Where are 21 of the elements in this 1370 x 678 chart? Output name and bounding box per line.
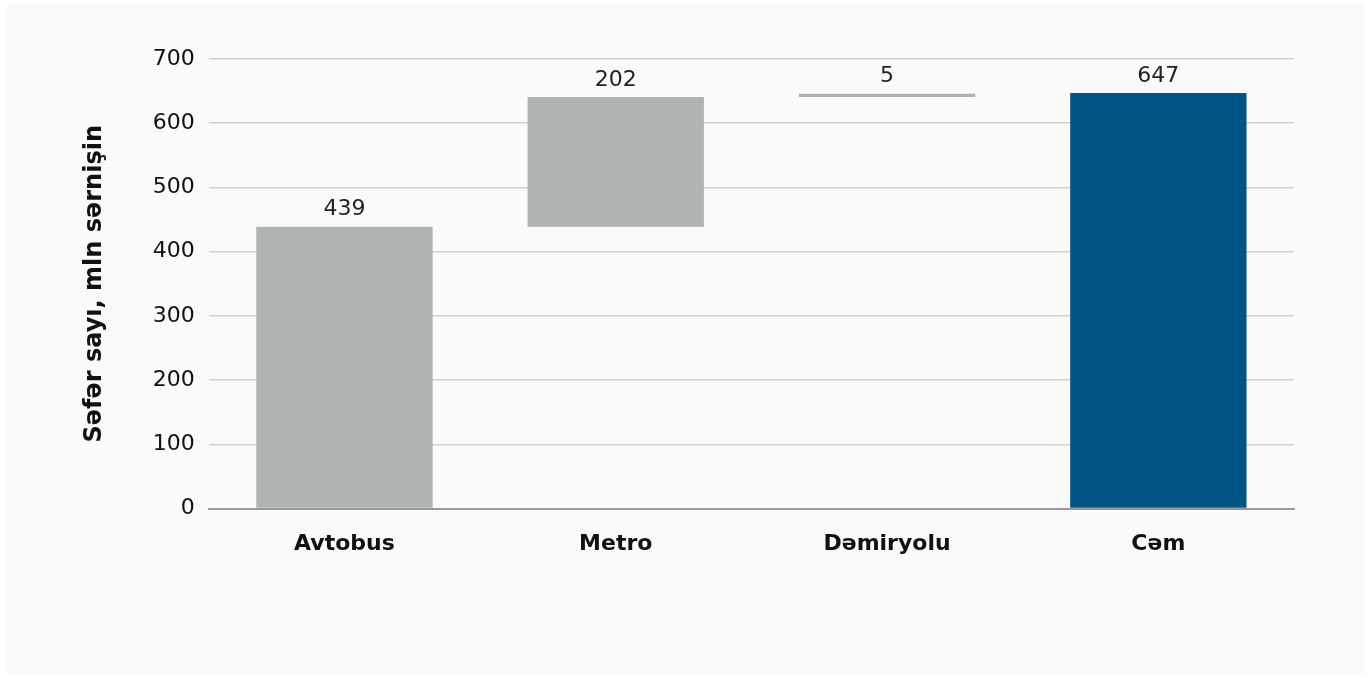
bar bbox=[527, 96, 704, 227]
y-tick-label: 100 bbox=[152, 430, 195, 456]
bar bbox=[1070, 93, 1247, 508]
data-label: 439 bbox=[323, 195, 366, 221]
y-axis-title: Səfər sayı, mln sərnişin bbox=[78, 125, 107, 443]
data-label: 5 bbox=[880, 62, 895, 88]
bar bbox=[256, 226, 433, 508]
x-tick-label: Dəmiryolu bbox=[823, 529, 951, 555]
y-tick-label: 700 bbox=[152, 44, 195, 70]
y-tick-label: 200 bbox=[152, 365, 195, 391]
x-tick-label: Cəm bbox=[1131, 529, 1186, 555]
y-tick-label: 400 bbox=[152, 237, 195, 263]
y-tick-label: 600 bbox=[152, 108, 195, 134]
y-tick-label: 0 bbox=[180, 494, 195, 520]
y-tick-label: 300 bbox=[152, 301, 195, 327]
data-label: 647 bbox=[1137, 61, 1180, 87]
x-tick-label: Metro bbox=[579, 529, 653, 555]
data-label: 202 bbox=[594, 65, 637, 91]
y-tick-label: 500 bbox=[152, 173, 195, 199]
x-tick-label: Avtobus bbox=[294, 529, 395, 555]
bar bbox=[798, 93, 976, 97]
